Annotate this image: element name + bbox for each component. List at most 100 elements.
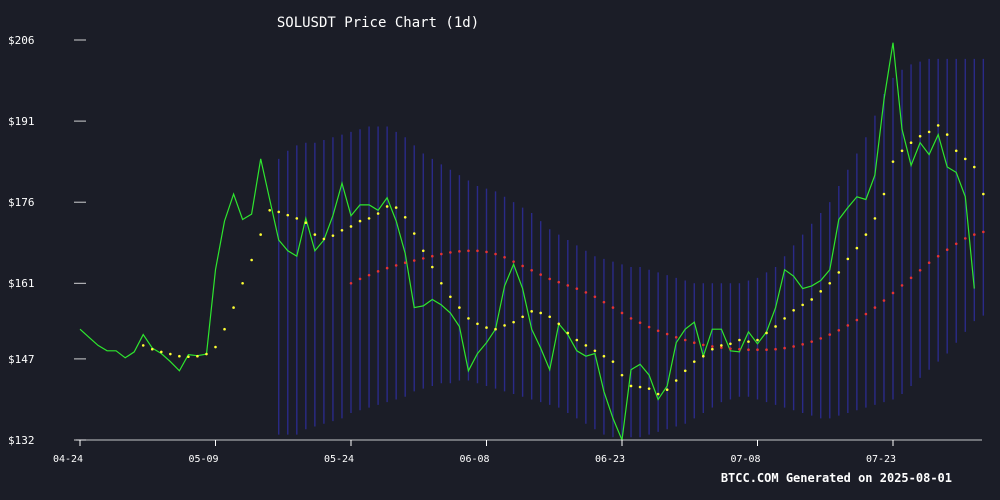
- ma50-point: [611, 306, 615, 309]
- ma50-point: [358, 277, 362, 281]
- ma50-point: [702, 343, 705, 347]
- ma20-point: [412, 232, 416, 235]
- ma20-point: [557, 322, 561, 326]
- ma20-point: [882, 192, 886, 196]
- ma20-point: [349, 225, 353, 228]
- ma20-point: [982, 192, 985, 196]
- ma20-point: [214, 345, 217, 349]
- x-tick-label: 06-23: [595, 454, 625, 465]
- ma50-point: [349, 281, 353, 285]
- ma20-point: [909, 141, 913, 145]
- x-tick-label: 05-24: [324, 454, 354, 465]
- ma20-point: [973, 165, 976, 169]
- ma20-point: [584, 344, 588, 347]
- ma20-point: [855, 246, 859, 250]
- chart-title: SOLUSDT Price Chart (1d): [277, 15, 479, 31]
- y-tick-label: $132: [8, 434, 35, 447]
- ma50-point: [367, 273, 371, 277]
- ma20-point: [367, 217, 371, 220]
- ma50-point: [801, 343, 804, 346]
- ma50-point: [837, 328, 841, 332]
- ma20-point: [575, 338, 579, 342]
- ma50-point: [431, 254, 434, 258]
- ma20-point: [819, 290, 823, 293]
- ma50-point: [936, 254, 940, 258]
- ma50-point: [846, 324, 850, 327]
- ma20-point: [512, 320, 515, 324]
- ma20-point: [729, 342, 732, 346]
- ma50-point: [711, 345, 714, 348]
- ma20-point: [539, 311, 542, 315]
- ma50-point: [810, 340, 813, 343]
- ma20-point: [331, 234, 335, 237]
- ma20-point: [945, 133, 949, 136]
- ma20-point: [150, 347, 154, 351]
- ma50-point: [539, 273, 542, 276]
- ma20-point: [783, 317, 786, 320]
- ma50-point: [720, 346, 723, 349]
- price-layer: [79, 42, 975, 443]
- ma50-point: [819, 337, 823, 340]
- ma50-point: [629, 317, 633, 320]
- ma50-point: [620, 311, 624, 315]
- ma20-point: [566, 331, 570, 335]
- ma20-point: [647, 387, 651, 390]
- ma20-point: [440, 281, 443, 285]
- ma50-point: [891, 291, 895, 295]
- ma50-point: [864, 312, 868, 316]
- ma20-point: [295, 217, 299, 220]
- ma50-point: [467, 249, 470, 253]
- ma20-point: [665, 388, 669, 392]
- ma50-point: [421, 257, 425, 260]
- ma20-point: [313, 233, 317, 236]
- ma50-point: [403, 261, 407, 265]
- x-tick-label: 05-09: [188, 454, 218, 465]
- ma50-point: [385, 266, 389, 270]
- ma50-point: [683, 338, 687, 342]
- ma20-layer: [141, 124, 985, 396]
- ma20-point: [322, 237, 326, 241]
- ma20-point: [403, 215, 407, 219]
- ma50-point: [900, 284, 904, 287]
- x-tick-label: 06-08: [459, 454, 489, 465]
- ma50-point: [412, 259, 416, 262]
- ma20-point: [927, 130, 931, 134]
- ma20-point: [792, 308, 795, 312]
- ma50-point: [954, 242, 958, 246]
- ma50-point: [756, 348, 759, 352]
- ma50-point: [476, 249, 479, 253]
- ma50-point: [656, 329, 660, 333]
- ma50-point: [738, 347, 741, 351]
- ma20-point: [801, 303, 804, 307]
- ma20-point: [738, 338, 741, 342]
- ma20-point: [963, 157, 967, 161]
- ma50-point: [593, 295, 597, 299]
- ma50-point: [927, 261, 931, 265]
- ma20-point: [548, 315, 552, 319]
- ma50-point: [494, 252, 497, 256]
- ma50-point: [882, 299, 886, 302]
- ma50-point: [909, 276, 913, 280]
- ma50-point: [521, 264, 524, 268]
- x-tick-label: 07-08: [730, 454, 760, 465]
- ma20-point: [602, 354, 606, 358]
- y-tick-label: $191: [8, 115, 35, 128]
- ma20-point: [494, 327, 497, 331]
- ma50-point: [747, 348, 750, 352]
- ma50-point: [692, 341, 696, 345]
- ma20-point: [503, 324, 506, 327]
- ma50-point: [638, 321, 642, 325]
- ma20-point: [891, 160, 895, 163]
- ma50-point: [512, 260, 515, 263]
- ma20-point: [837, 271, 841, 274]
- ma20-point: [449, 295, 452, 299]
- ma20-point: [756, 338, 759, 342]
- ma50-point: [458, 250, 461, 253]
- ma20-point: [711, 347, 714, 351]
- axis-layer: 04-24 05-09 05-24 06-08 06-23 07-08 07-23 $206 $…: [8, 34, 982, 465]
- ma20-point: [611, 360, 615, 363]
- ma20-point: [223, 327, 226, 331]
- ma20-point: [918, 134, 922, 138]
